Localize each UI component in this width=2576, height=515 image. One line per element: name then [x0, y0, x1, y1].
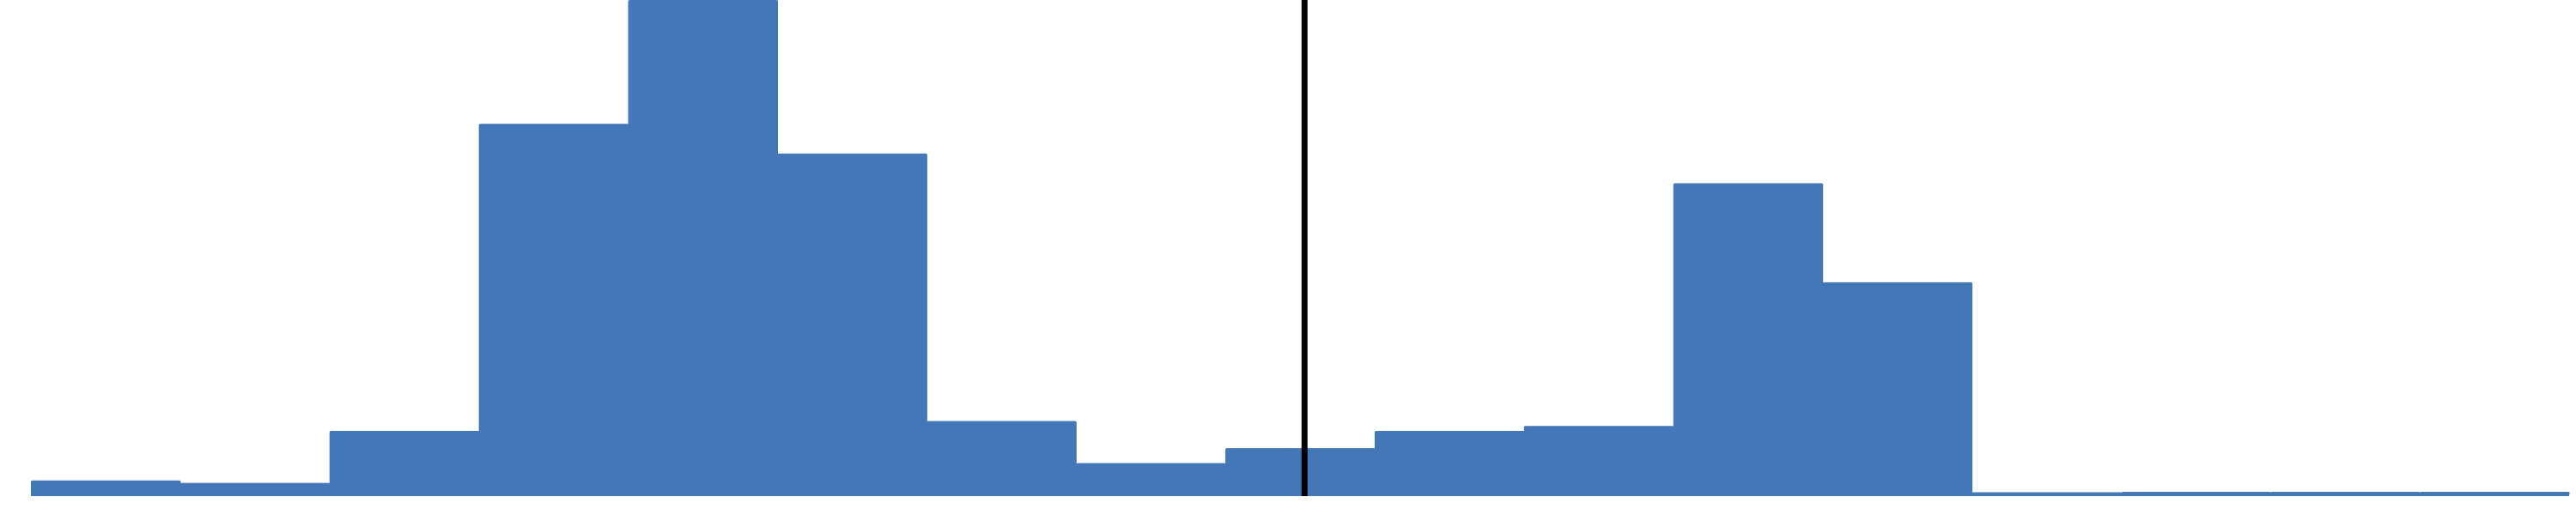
histogram-bar — [777, 153, 927, 495]
histogram-bar — [1523, 426, 1674, 495]
histogram-bar — [1822, 282, 1973, 495]
histogram-bar — [1076, 463, 1226, 496]
histogram-bar — [2420, 491, 2570, 495]
histogram-bar — [31, 480, 181, 495]
histogram-bar — [478, 124, 629, 495]
histogram-bar — [329, 430, 480, 495]
histogram-bar — [628, 0, 779, 495]
histogram-bar — [2270, 491, 2421, 495]
histogram-bar — [927, 421, 1077, 495]
histogram-bar — [2121, 491, 2271, 495]
histogram-bar — [1225, 448, 1376, 495]
histogram-bar — [1374, 430, 1525, 495]
histogram-bar — [179, 482, 331, 496]
bars-group — [31, 0, 2570, 496]
chart-baseline — [31, 494, 2569, 496]
histogram-bar — [1673, 183, 1824, 496]
